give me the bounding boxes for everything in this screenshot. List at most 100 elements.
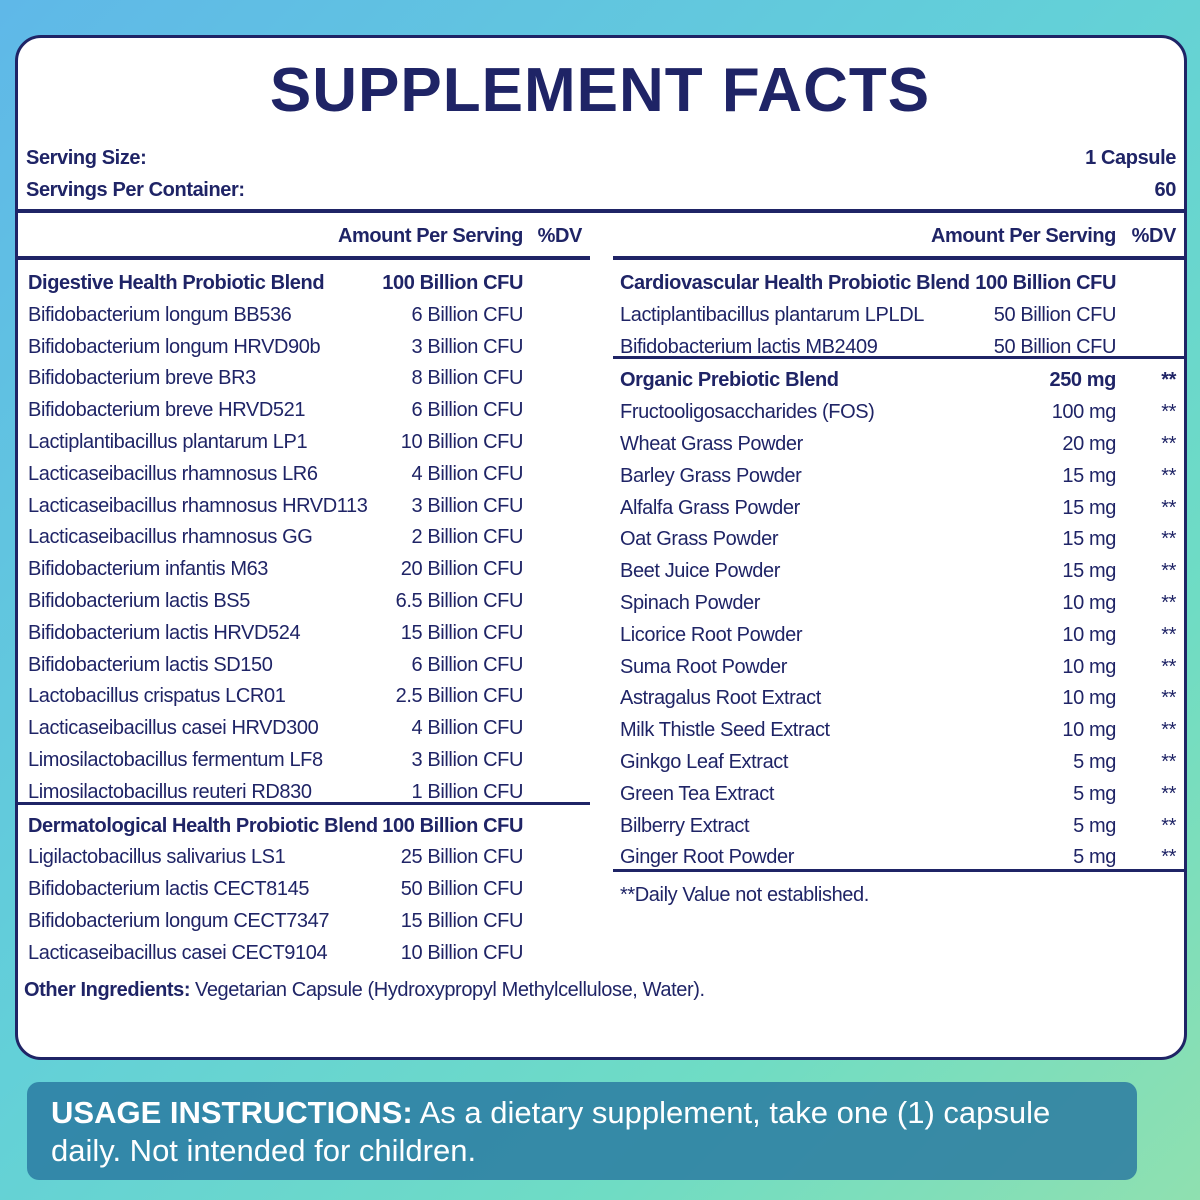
blend-amount: 100 Billion CFU <box>382 814 523 837</box>
ingredient-amount: 10 mg <box>1062 655 1116 678</box>
ingredient-dv: ** <box>1161 751 1176 773</box>
blend-name: Organic Prebiotic Blend <box>620 369 839 392</box>
blend-amount: 100 Billion CFU <box>975 272 1116 294</box>
ingredient-name: Licorice Root Powder <box>620 623 803 646</box>
ingredient-amount: 5 mg <box>1073 751 1116 773</box>
ingredient-name: Bifidobacterium infantis M63 <box>28 558 269 581</box>
ingredient-amount: 20 Billion CFU <box>400 558 524 581</box>
rule <box>18 801 590 805</box>
ingredient-name: Bilberry Extract <box>620 814 750 837</box>
ingredient-amount: 8 Billion CFU <box>411 367 524 390</box>
ingredient-name: Lactobacillus crispatus LCR01 <box>28 685 286 708</box>
ingredient-name: Bifidobacterium lactis CECT8145 <box>28 878 310 901</box>
blend-name: Cardiovascular Health Probiotic Blend <box>620 272 970 294</box>
ingredient-name: Green Tea Extract <box>620 782 775 805</box>
ingredient-amount: 25 Billion CFU <box>400 846 524 869</box>
ingredient-amount: 5 mg <box>1073 846 1116 869</box>
ingredient-name: Limosilactobacillus reuteri RD830 <box>28 780 312 803</box>
ingredient-dv: ** <box>1161 592 1176 614</box>
ingredient-name: Fructooligosaccharides (FOS) <box>620 401 875 424</box>
ingredient-name: Lacticaseibacillus casei CECT9104 <box>28 941 328 964</box>
footnote: **Daily Value not established. <box>620 884 869 907</box>
other-ingredients-text: Vegetarian Capsule (Hydroxypropyl Methyl… <box>195 978 705 1001</box>
ingredient-amount: 3 Billion CFU <box>411 335 524 358</box>
dv-header: %DV <box>1131 225 1177 247</box>
ingredient-amount: 6.5 Billion CFU <box>395 590 524 612</box>
ingredient-name: Bifidobacterium lactis BS5 <box>28 590 250 612</box>
ingredient-name: Limosilactobacillus fermentum LF8 <box>28 749 323 771</box>
ingredient-amount: 6 Billion CFU <box>411 653 524 676</box>
amount-header: Amount Per Serving <box>930 225 1116 247</box>
ingredient-dv: ** <box>1161 719 1176 742</box>
ingredient-amount: 50 Billion CFU <box>993 335 1117 358</box>
ingredient-dv: ** <box>1161 814 1176 837</box>
usage-box: USAGE INSTRUCTIONS: As a dietary supplem… <box>27 1082 1137 1180</box>
title: SUPPLEMENT FACTS <box>269 56 931 125</box>
ingredient-name: Alfalfa Grass Powder <box>620 496 800 519</box>
ingredient-name: Bifidobacterium lactis HRVD524 <box>28 621 301 644</box>
usage-label: USAGE INSTRUCTIONS: <box>51 1095 413 1130</box>
ingredient-name: Lacticaseibacillus casei HRVD300 <box>28 717 319 740</box>
dv-header: %DV <box>537 225 583 247</box>
ingredient-amount: 3 Billion CFU <box>411 749 524 771</box>
ingredient-dv: ** <box>1161 433 1176 455</box>
ingredient-amount: 100 mg <box>1051 401 1117 424</box>
ingredient-amount: 3 Billion CFU <box>411 494 524 517</box>
servings-value: 60 <box>1154 179 1177 201</box>
serving-size: 1 Capsule <box>1085 147 1176 169</box>
ingredient-amount: 6 Billion CFU <box>411 303 524 326</box>
ingredient-amount: 20 mg <box>1062 433 1116 455</box>
rule <box>613 869 1184 873</box>
ingredient-amount: 2.5 Billion CFU <box>395 685 524 708</box>
ingredient-amount: 10 Billion CFU <box>400 431 524 453</box>
ingredient-amount: 10 mg <box>1062 623 1116 646</box>
ingredient-amount: 15 mg <box>1062 560 1116 583</box>
ingredient-amount: 2 Billion CFU <box>411 526 524 549</box>
ingredient-name: Oat Grass Powder <box>620 528 779 551</box>
ingredient-name: Lactiplantibacillus plantarum LP1 <box>28 431 308 453</box>
ingredient-name: Bifidobacterium lactis MB2409 <box>620 335 878 358</box>
ingredient-name: Ginger Root Powder <box>620 846 795 869</box>
ingredient-name: Suma Root Powder <box>620 655 788 678</box>
rule <box>613 356 1184 360</box>
blend-amount: 250 mg <box>1049 369 1116 392</box>
ingredient-amount: 1 Billion CFU <box>411 780 524 803</box>
ingredient-amount: 15 mg <box>1062 496 1116 519</box>
usage-text: As a dietary supplement, take one (1) ca… <box>51 1095 1051 1168</box>
ingredient-amount: 10 mg <box>1062 719 1116 742</box>
ingredient-name: Wheat Grass Powder <box>620 433 803 455</box>
ingredient-dv: ** <box>1161 464 1176 487</box>
rule <box>613 256 1184 260</box>
ingredient-dv: ** <box>1161 623 1176 646</box>
ingredient-name: Astragalus Root Extract <box>620 687 821 710</box>
rule <box>18 256 590 260</box>
ingredient-dv: ** <box>1161 560 1176 583</box>
ingredient-amount: 10 Billion CFU <box>400 941 524 964</box>
ingredient-dv: ** <box>1161 655 1176 678</box>
ingredient-name: Bifidobacterium longum BB536 <box>28 303 292 326</box>
ingredient-dv: ** <box>1161 496 1176 519</box>
facts-panel <box>15 35 1187 1060</box>
ingredient-name: Bifidobacterium breve HRVD521 <box>28 399 306 422</box>
ingredient-name: Ligilactobacillus salivarius LS1 <box>28 846 286 869</box>
ingredient-amount: 15 Billion CFU <box>400 910 524 932</box>
blend-name: Digestive Health Probiotic Blend <box>28 272 325 294</box>
serving-size-label: Serving Size: <box>26 147 147 169</box>
ingredient-name: Ginkgo Leaf Extract <box>620 751 789 773</box>
ingredient-amount: 15 mg <box>1062 528 1116 551</box>
ingredient-amount: 6 Billion CFU <box>411 399 524 422</box>
ingredient-name: Bifidobacterium longum HRVD90b <box>28 335 321 358</box>
blend-amount: 100 Billion CFU <box>382 272 523 294</box>
ingredient-amount: 5 mg <box>1073 814 1116 837</box>
ingredient-amount: 10 mg <box>1062 687 1116 710</box>
ingredient-name: Bifidobacterium lactis SD150 <box>28 653 273 676</box>
ingredient-amount: 50 Billion CFU <box>400 878 524 901</box>
ingredient-dv: ** <box>1161 782 1176 805</box>
ingredient-dv: ** <box>1161 687 1176 710</box>
ingredient-amount: 15 mg <box>1062 464 1116 487</box>
other-ingredients-label: Other Ingredients: <box>24 978 191 1001</box>
servings-label: Servings Per Container: <box>26 179 245 201</box>
amount-header: Amount Per Serving <box>337 225 523 247</box>
ingredient-dv: ** <box>1161 528 1176 551</box>
